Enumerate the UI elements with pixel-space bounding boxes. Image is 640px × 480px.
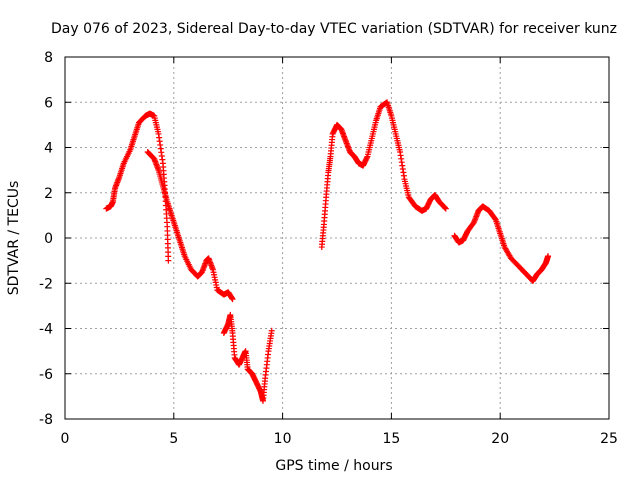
x-tick-label: 10 <box>274 431 292 447</box>
x-tick-label: 20 <box>491 431 509 447</box>
data-point <box>545 253 552 260</box>
y-tick-label: 2 <box>44 186 53 202</box>
y-tick-label: -8 <box>39 412 53 428</box>
grid <box>65 57 609 419</box>
series-4 <box>318 99 449 251</box>
axes <box>64 56 610 420</box>
data-points <box>103 99 552 404</box>
data-point <box>268 327 275 334</box>
y-tick-label: 6 <box>44 95 53 111</box>
x-tick-label: 0 <box>61 431 70 447</box>
y-tick-label: -2 <box>39 276 53 292</box>
series-5 <box>451 203 552 284</box>
y-tick-label: 8 <box>44 50 53 66</box>
series-1 <box>103 110 172 264</box>
series-2 <box>144 149 236 303</box>
chart-title: Day 076 of 2023, Sidereal Day-to-day VTE… <box>51 21 617 37</box>
series-3 <box>220 311 275 404</box>
plot-frame <box>64 56 610 420</box>
x-tick-label: 25 <box>600 431 618 447</box>
y-tick-label: 0 <box>44 231 53 247</box>
tick-labels: 0 5 10 15 20 25 -8 -6 -4 -2 0 2 4 6 8 <box>39 50 618 447</box>
x-axis-label: GPS time / hours <box>275 458 392 474</box>
data-point <box>442 205 449 212</box>
y-tick-label: -6 <box>39 367 53 383</box>
y-tick-label: 4 <box>44 141 53 157</box>
x-tick-label: 15 <box>382 431 400 447</box>
data-point <box>441 204 448 211</box>
y-tick-label: -4 <box>39 322 53 338</box>
data-point <box>229 296 236 303</box>
data-point <box>492 215 499 222</box>
x-tick-label: 5 <box>169 431 178 447</box>
y-axis-label: SDTVAR / TECUs <box>6 181 22 296</box>
data-point <box>165 257 172 264</box>
